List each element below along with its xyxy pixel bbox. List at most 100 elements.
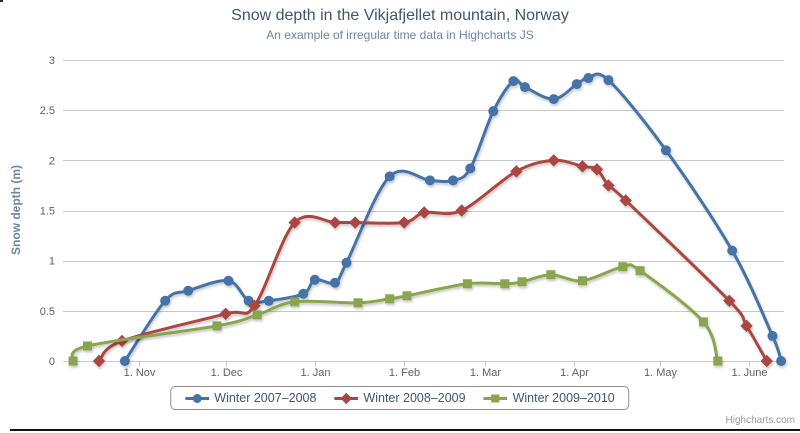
series-winter-2008-2009 — [92, 154, 773, 368]
data-point-marker[interactable] — [418, 206, 431, 219]
legend: Winter 2007–2008 Winter 2008–2009 Winter 2… — [170, 386, 630, 410]
chart-subtitle: An example of irregular time data in Hig… — [266, 28, 534, 42]
y-axis-label: 0 — [49, 356, 55, 368]
data-point-marker[interactable] — [402, 291, 412, 301]
data-point-marker[interactable] — [448, 175, 459, 186]
data-point-marker[interactable] — [619, 194, 632, 207]
x-axis-label: 1. Apr — [560, 367, 589, 379]
data-point-marker[interactable] — [590, 163, 604, 176]
chart-title: Snow depth in the Vikjafjellet mountain,… — [231, 7, 569, 24]
series-winter-2009-2010 — [68, 262, 723, 366]
data-point-marker[interactable] — [465, 163, 476, 174]
data-point-marker[interactable] — [767, 330, 778, 341]
data-point-marker[interactable] — [348, 216, 362, 229]
data-point-marker[interactable] — [603, 75, 614, 86]
window-border-bottom — [10, 429, 800, 431]
data-point-marker[interactable] — [508, 76, 519, 87]
y-axis-label: 1.5 — [40, 206, 55, 218]
legend-label: Winter 2009–2010 — [512, 391, 615, 405]
data-point-marker[interactable] — [183, 285, 194, 296]
data-point-marker[interactable] — [602, 179, 615, 192]
x-axis-label: 1. June — [731, 367, 767, 379]
data-point-marker[interactable] — [329, 277, 340, 288]
data-point-marker[interactable] — [455, 204, 468, 217]
credits-link[interactable]: Highcharts.com — [725, 415, 795, 426]
legend-marker-icon[interactable] — [491, 393, 500, 403]
y-axis-title: Snow depth (m) — [9, 165, 23, 255]
window-corner-artifact — [0, 0, 3, 2]
data-point-marker[interactable] — [328, 216, 342, 229]
diamond-legend-symbol-icon — [334, 392, 359, 404]
legend-label: Winter 2007–2008 — [214, 391, 317, 405]
data-point-marker[interactable] — [510, 165, 523, 178]
data-point-marker[interactable] — [309, 274, 320, 285]
data-point-marker[interactable] — [288, 216, 301, 229]
data-point-marker[interactable] — [723, 294, 736, 307]
data-point-marker[interactable] — [82, 341, 92, 351]
y-axis-label: 1 — [49, 256, 55, 268]
legend-item-winter-2007-2008[interactable]: Winter 2007–2008 — [185, 391, 316, 405]
data-point-marker[interactable] — [160, 295, 171, 306]
data-point-marker[interactable] — [727, 245, 738, 256]
data-point-marker[interactable] — [583, 73, 594, 84]
y-axis-label: 2 — [49, 155, 55, 167]
data-point-marker[interactable] — [760, 354, 773, 368]
data-point-marker[interactable] — [546, 270, 556, 280]
data-point-marker[interactable] — [578, 276, 588, 286]
legend-marker-icon[interactable] — [192, 393, 202, 403]
data-point-marker[interactable] — [223, 275, 234, 286]
data-point-marker[interactable] — [397, 216, 411, 229]
data-point-marker[interactable] — [576, 160, 589, 173]
square-legend-symbol-icon — [483, 393, 508, 403]
data-point-marker[interactable] — [119, 356, 130, 366]
y-axis-label: 2.5 — [40, 105, 55, 117]
data-point-marker[interactable] — [385, 294, 395, 304]
data-point-marker[interactable] — [519, 82, 530, 93]
data-point-marker[interactable] — [298, 288, 309, 299]
data-point-marker[interactable] — [290, 297, 300, 307]
data-point-marker[interactable] — [660, 145, 671, 156]
x-axis-label: 1. Jan — [301, 367, 331, 379]
data-point-marker[interactable] — [252, 310, 262, 320]
legend-item-winter-2008-2009[interactable]: Winter 2008–2009 — [334, 391, 466, 405]
data-point-marker[interactable] — [424, 175, 435, 186]
x-axis-label: 1. Feb — [389, 367, 420, 379]
series-winter-2008-2009-line[interactable] — [97, 158, 769, 361]
data-point-marker[interactable] — [698, 317, 708, 327]
data-point-marker[interactable] — [776, 356, 787, 366]
legend-label: Winter 2008–2009 — [363, 391, 466, 405]
y-axis-label: 3 — [49, 55, 55, 67]
series-winter-2009-2010-line[interactable] — [70, 263, 720, 361]
y-axis-label: 0.5 — [40, 306, 55, 318]
legend-marker-icon[interactable] — [340, 392, 353, 404]
x-axis-label: 1. May — [644, 367, 678, 379]
series-winter-2007-2008 — [119, 72, 787, 366]
data-point-marker[interactable] — [488, 106, 499, 117]
data-point-marker[interactable] — [68, 356, 78, 366]
legend-item-winter-2009-2010[interactable]: Winter 2009–2010 — [483, 391, 615, 405]
x-axis-label: 1. Nov — [124, 367, 156, 379]
data-point-marker[interactable] — [713, 356, 723, 366]
data-point-marker[interactable] — [571, 79, 582, 90]
x-axis-label: 1. Mar — [470, 367, 502, 379]
data-point-marker[interactable] — [618, 262, 628, 272]
data-point-marker[interactable] — [341, 257, 352, 268]
data-point-marker[interactable] — [740, 319, 753, 333]
data-point-marker[interactable] — [500, 279, 510, 289]
series-winter-2007-2008-line[interactable] — [123, 72, 783, 361]
data-point-marker[interactable] — [635, 266, 645, 276]
data-point-marker[interactable] — [212, 321, 222, 331]
circle-legend-symbol-icon — [185, 393, 210, 403]
data-point-marker[interactable] — [248, 299, 261, 313]
data-point-marker[interactable] — [384, 171, 395, 182]
data-point-marker[interactable] — [462, 279, 472, 289]
data-point-marker[interactable] — [517, 277, 527, 287]
data-point-marker[interactable] — [263, 295, 274, 306]
y-gridlines — [63, 60, 784, 362]
data-point-marker[interactable] — [219, 307, 232, 321]
data-point-marker[interactable] — [548, 94, 559, 105]
data-point-marker[interactable] — [92, 354, 106, 368]
data-point-marker[interactable] — [547, 154, 560, 167]
data-point-marker[interactable] — [353, 298, 363, 308]
